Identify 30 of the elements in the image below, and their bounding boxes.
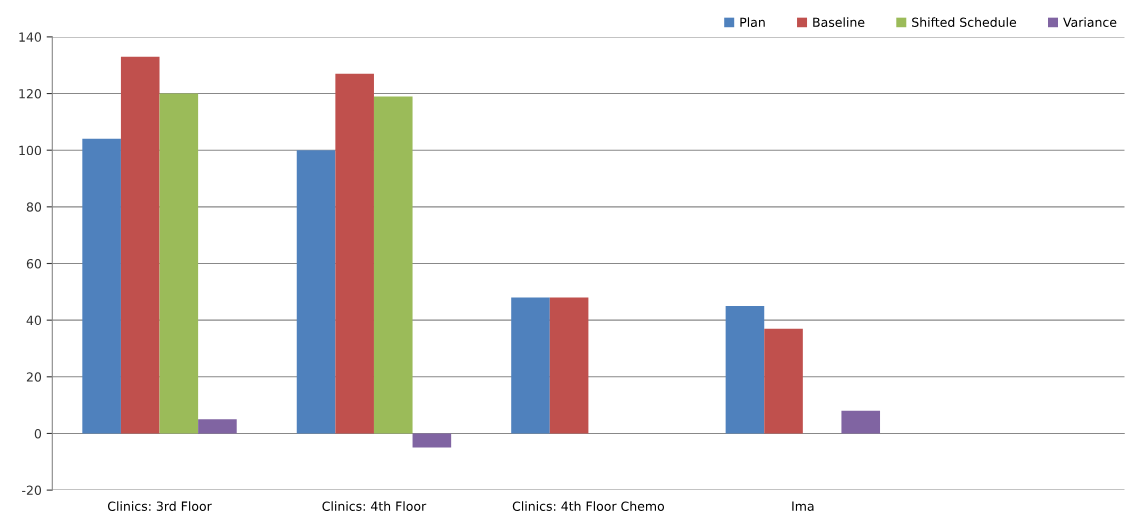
y-tick-label: 0 [34, 428, 42, 439]
y-tick-label: 80 [26, 202, 42, 212]
legend-label: Plan [740, 17, 765, 27]
y-tick-label: 60 [26, 258, 42, 269]
bar [841, 410, 881, 434]
bar [764, 328, 803, 434]
bar [198, 419, 237, 434]
bar [120, 56, 160, 434]
bar [296, 150, 336, 434]
legend-label: Shifted Schedule [912, 17, 1017, 27]
y-tick-label: 20 [26, 372, 42, 382]
y-tick-label: 120 [19, 89, 42, 99]
bar [159, 93, 199, 434]
legend-label: Baseline [813, 17, 865, 27]
y-tick-label: 100 [19, 145, 42, 156]
bar [82, 138, 121, 434]
bar [511, 297, 550, 434]
bar [725, 305, 765, 434]
bar [549, 297, 589, 434]
y-tick-label: 40 [26, 315, 42, 326]
bar [373, 96, 413, 434]
y-tick-label: 140 [19, 32, 42, 42]
x-tick-label: Clinics: 4th Floor [322, 501, 427, 511]
x-tick-label: Clinics: 4th Floor Chemo [512, 501, 665, 511]
x-tick-label: Ima [792, 501, 814, 511]
bar [412, 433, 452, 448]
y-tick-label: -20 [22, 485, 42, 496]
legend-label: Variance [1063, 17, 1117, 27]
bar [335, 73, 374, 434]
x-tick-label: Clinics: 3rd Floor [107, 501, 212, 511]
